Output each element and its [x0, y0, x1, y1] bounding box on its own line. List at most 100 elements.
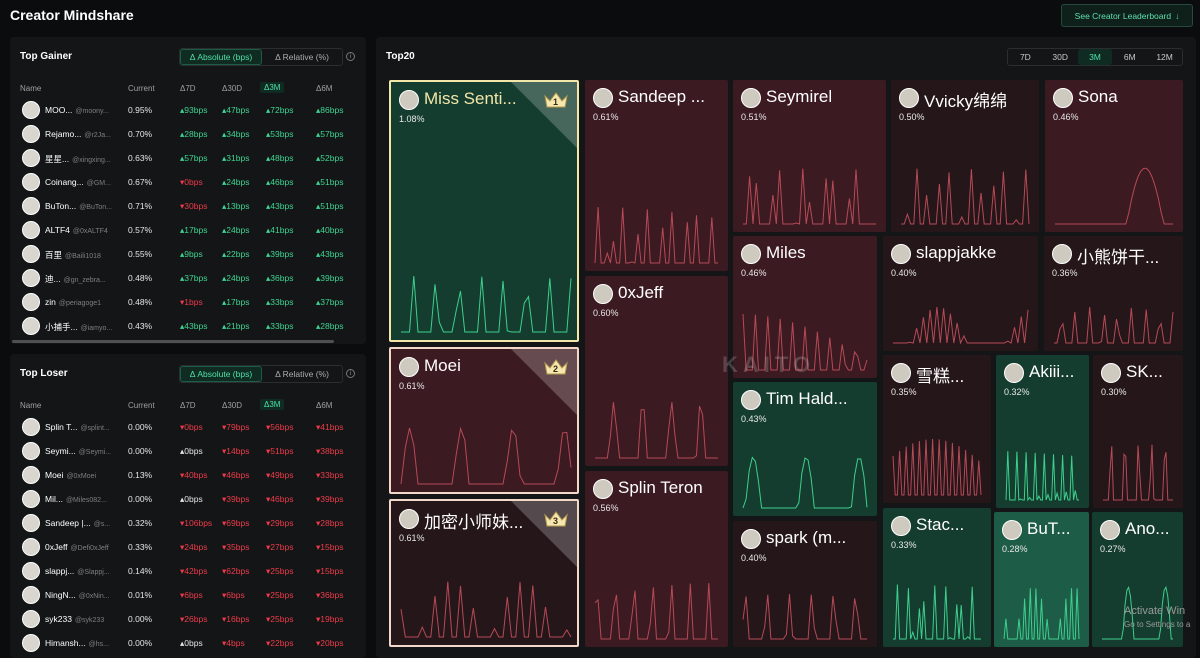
loser-relative-tab[interactable]: Δ Relative (%)	[275, 369, 329, 379]
table-row[interactable]: 0xJeff @Defi0xJeff 0.33% ▾24bps ▾35bps ▾27bps…	[10, 536, 366, 558]
avatar	[1100, 520, 1120, 540]
treemap-tile[interactable]: Seymirel 0.51%	[733, 80, 886, 232]
cell-d6m: ▴51bps	[316, 201, 343, 212]
arrow-down-icon: ▾	[180, 566, 185, 576]
table-row[interactable]: zin @periagoge1 0.48% ▾1bps ▴17bps ▴33bps ▴37b…	[10, 291, 366, 313]
sparkline	[743, 168, 876, 225]
col-30d[interactable]: Δ30D	[222, 401, 243, 410]
cell-d3m: ▴33bps	[266, 297, 293, 308]
table-row[interactable]: 迪... @gn_zebra... 0.48% ▴37bps ▴24bps ▴36bps ▴…	[10, 267, 366, 289]
table-row[interactable]: Sandeep |... @s... 0.32% ▾106bps ▾69bps ▾29bp…	[10, 512, 366, 534]
treemap-tile[interactable]: 0xJeff 0.60%	[585, 276, 728, 466]
treemap-tile[interactable]: Miles 0.46%	[733, 236, 877, 378]
table-row[interactable]: Splin T... @splint... 0.00% ▾0bps ▾79bps ▾56b…	[10, 416, 366, 438]
cell-value: 51bps	[270, 446, 294, 456]
treemap-tile[interactable]: 雪糕... 0.35%	[883, 355, 991, 503]
table-row[interactable]: 百里 @Baili1018 0.55% ▴9bps ▴22bps ▴39bps ▴43bps	[10, 243, 366, 265]
table-row[interactable]: 小捕手... @iamyo... 0.43% ▴43bps ▴21bps ▴33bps ▴2…	[10, 315, 366, 337]
col-current[interactable]: Current	[128, 84, 155, 93]
cell-value: 25bps	[270, 566, 294, 576]
col-30d[interactable]: Δ30D	[222, 84, 243, 93]
treemap-tile[interactable]: Tim Hald... 0.43%	[733, 382, 877, 516]
treemap-tile[interactable]: spark (m... 0.40%	[733, 521, 877, 647]
gainer-relative-tab[interactable]: Δ Relative (%)	[275, 52, 329, 62]
table-row[interactable]: Mil... @Miles082... 0.00% ▴0bps ▾39bps ▾46bps…	[10, 488, 366, 510]
table-row[interactable]: MOO... @moony... 0.95% ▴93bps ▴47bps ▴72bps ▴8…	[10, 99, 366, 121]
creator-name: syk233 @syk233	[45, 614, 104, 624]
sparkline	[1054, 307, 1174, 344]
timeframe-30d[interactable]: 30D	[1052, 52, 1068, 62]
col-name[interactable]: Name	[20, 401, 42, 410]
cell-d7: ▴43bps	[180, 321, 207, 332]
treemap-tile[interactable]: Vvicky绵绵 0.50%	[891, 80, 1039, 232]
treemap-tile[interactable]: Splin Teron 0.56%	[585, 471, 728, 647]
table-row[interactable]: Seymi... @Seymi... 0.00% ▴0bps ▾14bps ▾51bps ▾…	[10, 440, 366, 462]
arrow-up-icon: ▴	[180, 273, 185, 283]
table-row[interactable]: ALTF4 @0xALTF4 0.57% ▴17bps ▴24bps ▴41bps ▴40b…	[10, 219, 366, 241]
tile-name: 雪糕...	[916, 367, 965, 386]
table-row[interactable]: Moei @0xMoei 0.13% ▾40bps ▾46bps ▾49bps ▾33bps	[10, 464, 366, 486]
treemap-tile[interactable]: Stac... 0.33%	[883, 508, 991, 647]
tile-percentage: 0.28%	[1002, 544, 1028, 554]
col-3m[interactable]: Δ3M	[260, 399, 285, 410]
gainer-absolute-tab[interactable]: Δ Absolute (bps)	[180, 49, 262, 65]
cell-d30: ▾79bps	[222, 422, 249, 433]
info-icon[interactable]: i	[346, 369, 355, 378]
treemap-tile[interactable]: Sona 0.46%	[1045, 80, 1183, 232]
cell-d30: ▾4bps	[222, 638, 245, 649]
arrow-up-icon: ▴	[266, 129, 271, 139]
creator-display-name: Moei	[45, 470, 64, 480]
col-6m[interactable]: Δ6M	[316, 401, 333, 410]
cell-value: 6bps	[226, 590, 245, 600]
timeframe-3m[interactable]: 3M	[1077, 49, 1113, 65]
table-row[interactable]: slappj... @Slappj... 0.14% ▾42bps ▾62bps ▾25b…	[10, 560, 366, 582]
arrow-up-icon: ▴	[266, 153, 271, 163]
table-row[interactable]: Himansh... @hs... 0.00% ▴0bps ▾4bps ▾22bps ▾20…	[10, 632, 366, 654]
arrow-down-icon: ↓	[1175, 10, 1180, 21]
treemap-tile[interactable]: SK... 0.30%	[1093, 355, 1183, 508]
cell-d30: ▾14bps	[222, 446, 249, 457]
col-7d[interactable]: Δ7D	[180, 401, 196, 410]
creator-name: Seymi... @Seymi...	[45, 446, 111, 456]
table-row[interactable]: BuTon... @BuTon... 0.71% ▾30bps ▴13bps ▴43bps…	[10, 195, 366, 217]
cell-value: 16bps	[226, 614, 250, 624]
table-row[interactable]: NingN... @0xNin... 0.01% ▾6bps ▾6bps ▾25bps ▾3…	[10, 584, 366, 606]
cell-value: 0.00%	[128, 494, 153, 504]
treemap-tile[interactable]: Moei 0.61% 2	[389, 347, 579, 494]
timeframe-6m[interactable]: 6M	[1123, 52, 1136, 62]
treemap-tile[interactable]: Sandeep ... 0.61%	[585, 80, 728, 271]
treemap-tile[interactable]: Ano... 0.27%	[1092, 512, 1183, 647]
table-row[interactable]: syk233 @syk233 0.00% ▾26bps ▾16bps ▾25bps ▾19b…	[10, 608, 366, 630]
creator-name: NingN... @0xNin...	[45, 590, 110, 600]
col-current[interactable]: Current	[128, 401, 155, 410]
arrow-down-icon: ▾	[316, 446, 321, 456]
table-row[interactable]: Rejamo... @r2Ja... 0.70% ▴28bps ▴34bps ▴53bps…	[10, 123, 366, 145]
timeframe-12m[interactable]: 12M	[1156, 52, 1173, 62]
treemap-tile[interactable]: 小熊饼干... 0.36%	[1044, 236, 1183, 351]
treemap-tile[interactable]: BuT... 0.28%	[994, 512, 1089, 647]
loser-table-header: Name Current Δ7D Δ30D Δ3M Δ6M	[10, 399, 366, 413]
treemap-tile[interactable]: Miss Senti... 1.08% 1	[389, 80, 579, 342]
col-3m[interactable]: Δ3M	[260, 82, 285, 93]
cell-value: 33bps	[320, 470, 344, 480]
table-row[interactable]: Coinang... @GM... 0.67% ▾0bps ▴24bps ▴46bps ▴5…	[10, 171, 366, 193]
cell-value: 15bps	[320, 542, 344, 552]
col-7d[interactable]: Δ7D	[180, 84, 196, 93]
treemap-tile[interactable]: Akiii... 0.32%	[996, 355, 1089, 508]
info-icon[interactable]: i	[346, 52, 355, 61]
timeframe-7d[interactable]: 7D	[1019, 52, 1031, 62]
horizontal-scrollbar[interactable]	[12, 340, 334, 343]
cell-value: 52bps	[320, 153, 344, 163]
top-gainer-title: Top Gainer	[20, 51, 73, 62]
table-row[interactable]: 星星... @xingxing... 0.63% ▴57bps ▴31bps ▴48bps…	[10, 147, 366, 169]
col-6m[interactable]: Δ6M	[316, 84, 333, 93]
sparkline	[893, 584, 981, 641]
treemap-tile[interactable]: slappjakke 0.40%	[883, 236, 1038, 351]
treemap-tile[interactable]: 加密小师妹... 0.61% 3	[389, 499, 579, 647]
creator-display-name: 小捕手...	[45, 322, 78, 332]
cell-value: 35bps	[226, 542, 250, 552]
col-name[interactable]: Name	[20, 84, 42, 93]
loser-absolute-tab[interactable]: Δ Absolute (bps)	[180, 366, 262, 382]
see-leaderboard-button[interactable]: See Creator Leaderboard ↓	[1061, 4, 1193, 27]
tile-percentage: 0.61%	[593, 112, 619, 122]
